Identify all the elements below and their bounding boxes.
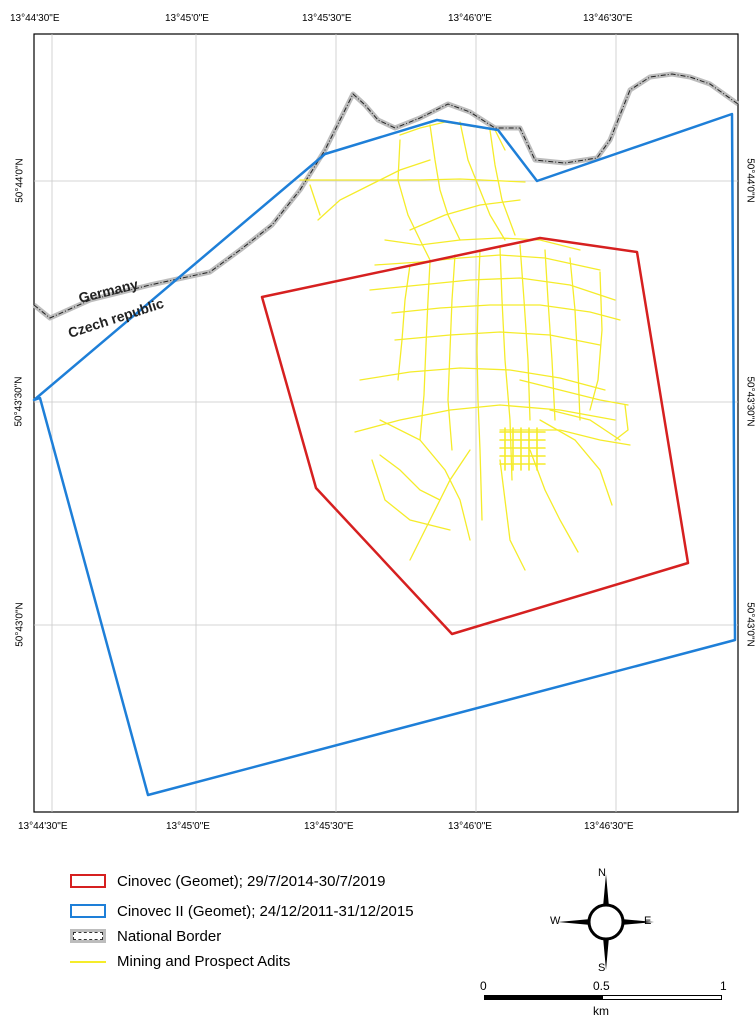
mining-adits: [299, 121, 631, 571]
border-swatch: [70, 929, 106, 943]
top-lon-label: 13°45'30"E: [302, 13, 352, 24]
legend-item-border: National Border: [70, 927, 490, 947]
compass-n-label: N: [598, 867, 606, 879]
national-border: [32, 71, 740, 321]
legend-item-cinovec-ii: Cinovec II (Geomet); 24/12/2011-31/12/20…: [70, 902, 490, 922]
cinovec-ii-boundary: [32, 112, 737, 797]
right-lat-label: 50°43'0"N: [744, 602, 756, 647]
top-lon-label: 13°45'0"E: [165, 13, 209, 24]
legend-label: Cinovec (Geomet); 29/7/2014-30/7/2019: [117, 873, 386, 890]
scale-tick-label: 0.5: [593, 979, 610, 993]
compass-s-label: S: [598, 962, 606, 974]
legend-item-adits: Mining and Prospect Adits: [70, 952, 490, 972]
bottom-lon-label: 13°45'30"E: [304, 821, 354, 832]
compass-rose-icon: [558, 874, 654, 970]
top-lon-label: 13°46'30"E: [583, 13, 633, 24]
compass-w-label: W: [550, 915, 561, 927]
yellow-line-swatch: [70, 961, 106, 963]
right-lat-label: 50°43'30"N: [744, 376, 756, 427]
scale-bar-segment: [484, 995, 602, 1000]
cinovec-boundary: [260, 236, 690, 636]
bottom-lon-label: 13°46'0"E: [448, 821, 492, 832]
right-lat-label: 50°44'0"N: [744, 158, 756, 203]
scale-tick-label: 0: [480, 979, 487, 993]
graticule: [34, 34, 738, 812]
blue-polygon-swatch: [70, 904, 106, 918]
scale-unit-label: km: [593, 1004, 609, 1018]
legend-item-cinovec: Cinovec (Geomet); 29/7/2014-30/7/2019: [70, 872, 490, 892]
bottom-lon-label: 13°44'30"E: [18, 821, 68, 832]
red-polygon-swatch: [70, 874, 106, 888]
bottom-lon-label: 13°46'30"E: [584, 821, 634, 832]
top-lon-label: 13°46'0"E: [448, 13, 492, 24]
legend-label: National Border: [117, 928, 222, 945]
top-lon-label: 13°44'30"E: [10, 13, 60, 24]
scale-bar-segment: [602, 995, 722, 1000]
left-lat-label: 50°43'30"N: [13, 376, 25, 427]
legend-label: Mining and Prospect Adits: [117, 953, 291, 970]
bottom-lon-label: 13°45'0"E: [166, 821, 210, 832]
left-lat-label: 50°43'0"N: [14, 602, 26, 647]
scale-tick-label: 1: [720, 979, 727, 993]
legend-label: Cinovec II (Geomet); 24/12/2011-31/12/20…: [117, 903, 414, 920]
left-lat-label: 50°44'0"N: [14, 158, 26, 203]
compass-e-label: E: [644, 915, 652, 927]
